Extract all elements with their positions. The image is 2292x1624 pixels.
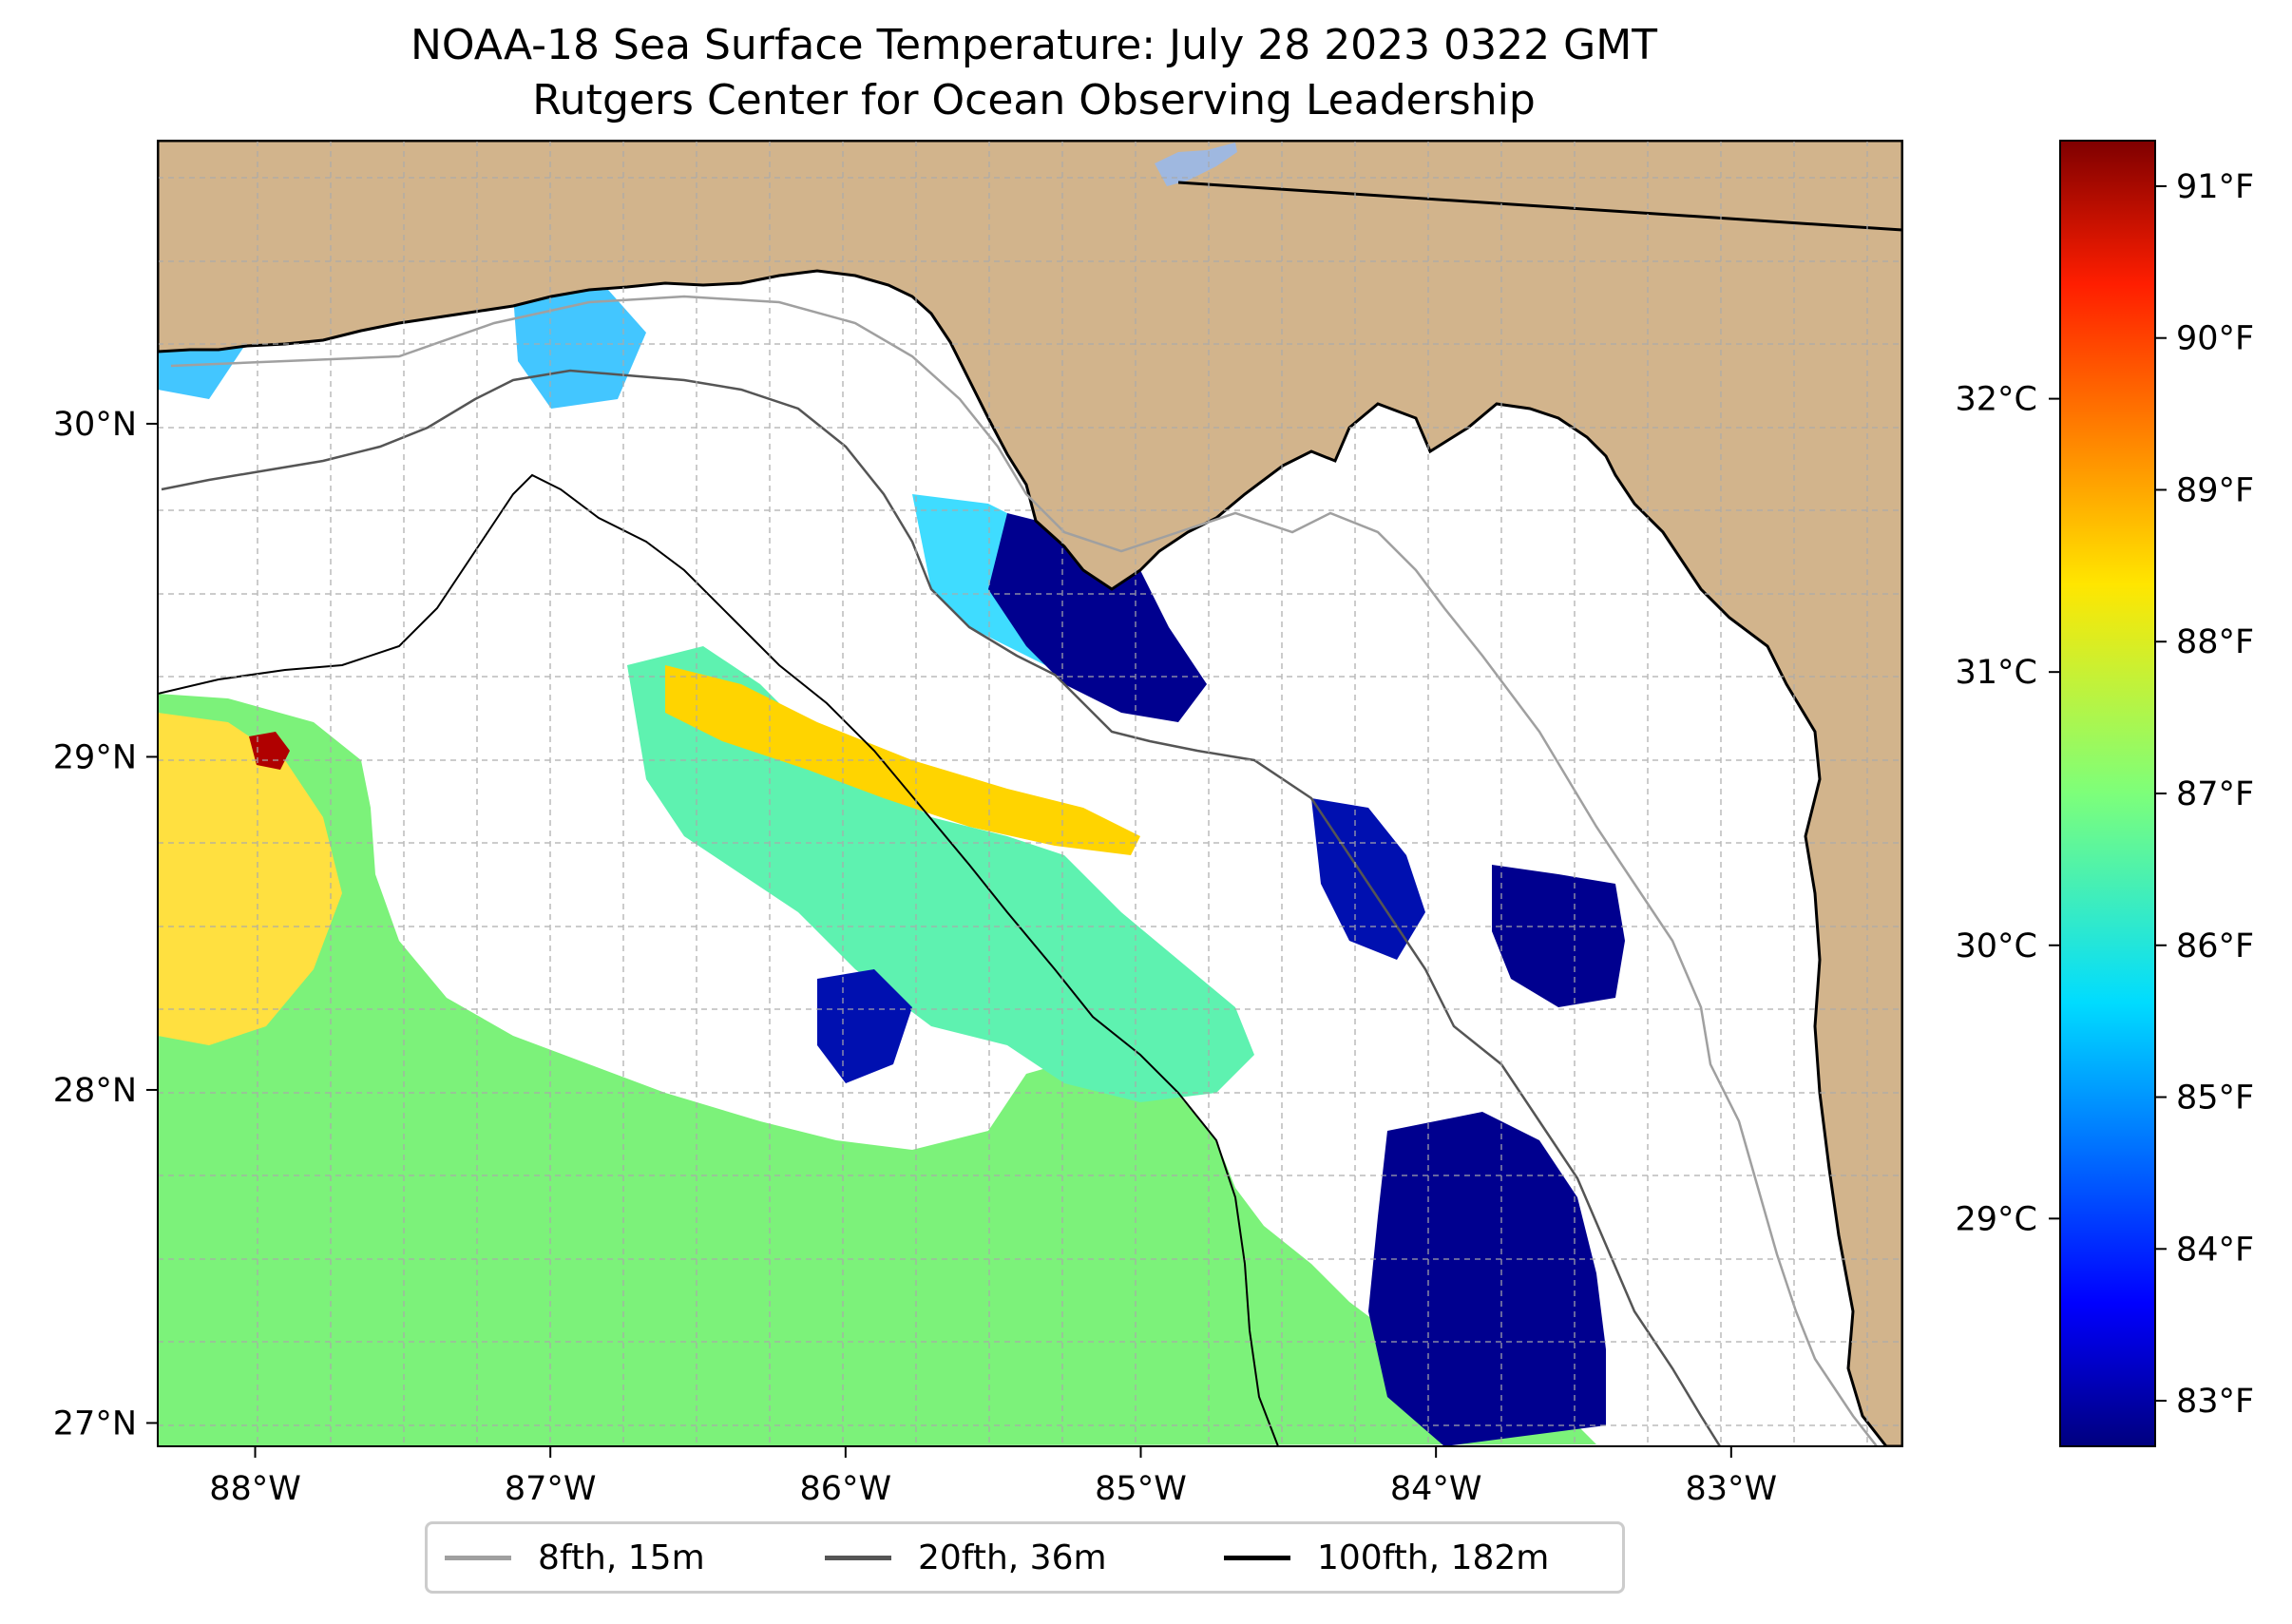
lake: [1155, 143, 1237, 186]
chart-title: NOAA-18 Sea Surface Temperature: July 28…: [410, 21, 1658, 69]
lat-tick-label: 27°N: [53, 1404, 137, 1442]
land: [158, 141, 1902, 1446]
sst-patch-hot-1: [249, 732, 290, 770]
longitude-axis: 88°W 87°W 86°W 85°W 84°W 83°W: [209, 1446, 1777, 1508]
legend-label-20fth: 20fth, 36m: [918, 1538, 1107, 1577]
legend-swatch-100fth: [1224, 1555, 1290, 1560]
sst-patch-warm-west: [158, 713, 342, 1045]
lat-tick-label: 30°N: [53, 406, 137, 444]
colorbar-scale: [2059, 140, 2156, 1447]
sst-patch-cold-1: [988, 513, 1207, 722]
contour-100fth: [158, 473, 1279, 1446]
contour-20fth: [161, 369, 1722, 1446]
colorbar-celsius-axis: 29°C 30°C 31°C 32°C: [1956, 381, 2060, 1238]
sst-patch-cold-3: [1492, 865, 1625, 1007]
state-border: [1177, 181, 1902, 232]
legend-label-8fth: 8fth, 15m: [538, 1538, 705, 1577]
lon-tick-label: 85°W: [1095, 1470, 1187, 1508]
colorbar: 83°F 84°F 85°F 86°F 87°F 88°F 89°F 90°F 91°F 29°…: [1956, 140, 2254, 1447]
colorbar-c-tick-label: 31°C: [1956, 654, 2037, 692]
legend: 8fth, 15m 20fth, 36m 100fth, 182m: [425, 1521, 1625, 1594]
legend-item-8fth: 8fth, 15m: [445, 1524, 705, 1591]
colorbar-f-tick-label: 84°F: [2176, 1231, 2254, 1269]
contour-8fth: [170, 295, 1878, 1446]
lon-tick-label: 86°W: [800, 1470, 892, 1508]
colorbar-fahrenheit-axis: 83°F 84°F 85°F 86°F 87°F 88°F 89°F 90°F 91°F: [2155, 168, 2254, 1421]
colorbar-f-tick-label: 85°F: [2176, 1079, 2254, 1118]
map-content: [158, 141, 1902, 1446]
colorbar-c-tick-label: 30°C: [1956, 927, 2037, 965]
chart-subtitle: Rutgers Center for Ocean Observing Leade…: [532, 76, 1536, 124]
gridlines: [158, 141, 1902, 1446]
lat-tick-label: 29°N: [53, 738, 137, 776]
lon-tick-label: 83°W: [1685, 1470, 1777, 1508]
colorbar-c-tick-label: 29°C: [1956, 1200, 2037, 1238]
colorbar-f-tick-label: 91°F: [2176, 168, 2254, 206]
sst-field: [158, 290, 1625, 1446]
colorbar-c-tick-label: 32°C: [1956, 381, 2037, 419]
legend-swatch-20fth: [825, 1555, 891, 1560]
bathymetry-contours: [158, 295, 1878, 1446]
land-northern-gulf-coast: [158, 141, 1902, 1446]
colorbar-f-tick-label: 89°F: [2176, 471, 2254, 509]
sst-patch-cold-5: [1311, 798, 1425, 960]
legend-swatch-8fth: [445, 1555, 511, 1560]
sst-patch-west: [158, 694, 1596, 1446]
sst-patch-coast-mid: [513, 290, 646, 409]
legend-item-100fth: 100fth, 182m: [1224, 1524, 1549, 1591]
colorbar-f-tick-label: 90°F: [2176, 320, 2254, 358]
sst-patch-cold-2: [1368, 1112, 1606, 1446]
colorbar-f-tick-label: 86°F: [2176, 927, 2254, 965]
legend-label-100fth: 100fth, 182m: [1317, 1538, 1550, 1577]
lon-tick-label: 88°W: [209, 1470, 301, 1508]
sst-patch-cold-4: [817, 969, 912, 1083]
colorbar-f-tick-label: 83°F: [2176, 1383, 2254, 1421]
latitude-axis: 27°N 28°N 29°N 30°N: [53, 406, 158, 1442]
colorbar-f-tick-label: 88°F: [2176, 623, 2254, 661]
legend-item-20fth: 20fth, 36m: [825, 1524, 1107, 1591]
lat-tick-label: 28°N: [53, 1072, 137, 1110]
map-frame: [157, 140, 1903, 1447]
colorbar-f-tick-label: 87°F: [2176, 775, 2254, 813]
lon-tick-label: 87°W: [505, 1470, 597, 1508]
lon-tick-label: 84°W: [1390, 1470, 1482, 1508]
